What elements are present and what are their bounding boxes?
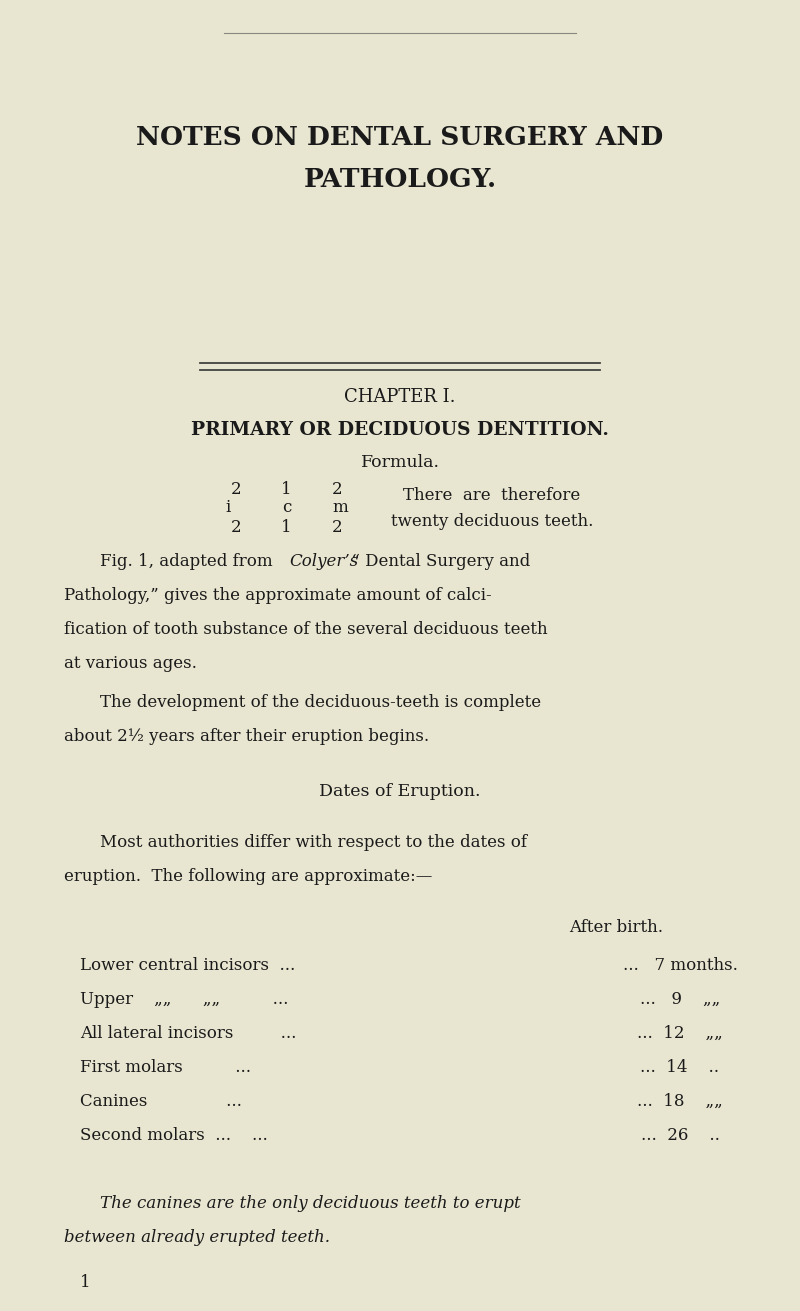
- Text: 1: 1: [281, 481, 292, 497]
- Text: CHAPTER I.: CHAPTER I.: [344, 388, 456, 406]
- Text: Pathology,” gives the approximate amount of calci-: Pathology,” gives the approximate amount…: [64, 587, 492, 603]
- Text: PATHOLOGY.: PATHOLOGY.: [303, 166, 497, 193]
- Text: 2: 2: [331, 481, 342, 497]
- Text: about 2½ years after their eruption begins.: about 2½ years after their eruption begi…: [64, 729, 429, 745]
- Text: NOTES ON DENTAL SURGERY AND: NOTES ON DENTAL SURGERY AND: [136, 125, 664, 151]
- Text: ...  14    ..: ... 14 ..: [641, 1059, 719, 1076]
- Text: Dates of Eruption.: Dates of Eruption.: [319, 783, 481, 800]
- Text: There  are  therefore: There are therefore: [403, 488, 581, 503]
- Text: between already erupted teeth.: between already erupted teeth.: [64, 1230, 330, 1247]
- Text: 2: 2: [230, 519, 242, 535]
- Text: i: i: [226, 499, 230, 515]
- Text: The canines are the only deciduous teeth to erupt: The canines are the only deciduous teeth…: [100, 1196, 521, 1213]
- Text: The development of the deciduous‐teeth is complete: The development of the deciduous‐teeth i…: [100, 695, 541, 711]
- Text: “ Dental Surgery and: “ Dental Surgery and: [346, 553, 530, 569]
- Text: eruption.  The following are approximate:—: eruption. The following are approximate:…: [64, 868, 432, 885]
- Text: fication of tooth substance of the several deciduous teeth: fication of tooth substance of the sever…: [64, 621, 548, 637]
- Text: All lateral incisors         ...: All lateral incisors ...: [80, 1025, 296, 1042]
- Text: 2: 2: [331, 519, 342, 535]
- Text: ...   7 months.: ... 7 months.: [622, 957, 738, 974]
- Text: Lower central incisors  ...: Lower central incisors ...: [80, 957, 295, 974]
- Text: Second molars  ...    ...: Second molars ... ...: [80, 1127, 268, 1145]
- Text: Fig. 1, adapted from: Fig. 1, adapted from: [100, 553, 278, 569]
- Text: 1: 1: [281, 519, 292, 535]
- Text: Canines               ...: Canines ...: [80, 1093, 242, 1110]
- Text: at various ages.: at various ages.: [64, 656, 197, 671]
- Text: First molars          ...: First molars ...: [80, 1059, 251, 1076]
- Text: PRIMARY OR DECIDUOUS DENTITION.: PRIMARY OR DECIDUOUS DENTITION.: [191, 421, 609, 439]
- Text: m: m: [332, 499, 348, 515]
- Text: 2: 2: [230, 481, 242, 497]
- Text: ...  18    „„: ... 18 „„: [637, 1093, 723, 1110]
- Text: ...  12    „„: ... 12 „„: [637, 1025, 723, 1042]
- Text: After birth.: After birth.: [569, 919, 663, 936]
- Text: ...   9    „„: ... 9 „„: [640, 991, 720, 1008]
- Text: Colyer’s: Colyer’s: [290, 553, 358, 569]
- Text: ...  26    ..: ... 26 ..: [641, 1127, 719, 1145]
- Text: Upper    „„      „„          ...: Upper „„ „„ ...: [80, 991, 288, 1008]
- Text: Formula.: Formula.: [361, 455, 439, 471]
- Text: twenty deciduous teeth.: twenty deciduous teeth.: [391, 514, 593, 530]
- Text: c: c: [282, 499, 291, 515]
- Text: 1: 1: [80, 1274, 90, 1290]
- Text: Most authorities differ with respect to the dates of: Most authorities differ with respect to …: [100, 834, 527, 851]
